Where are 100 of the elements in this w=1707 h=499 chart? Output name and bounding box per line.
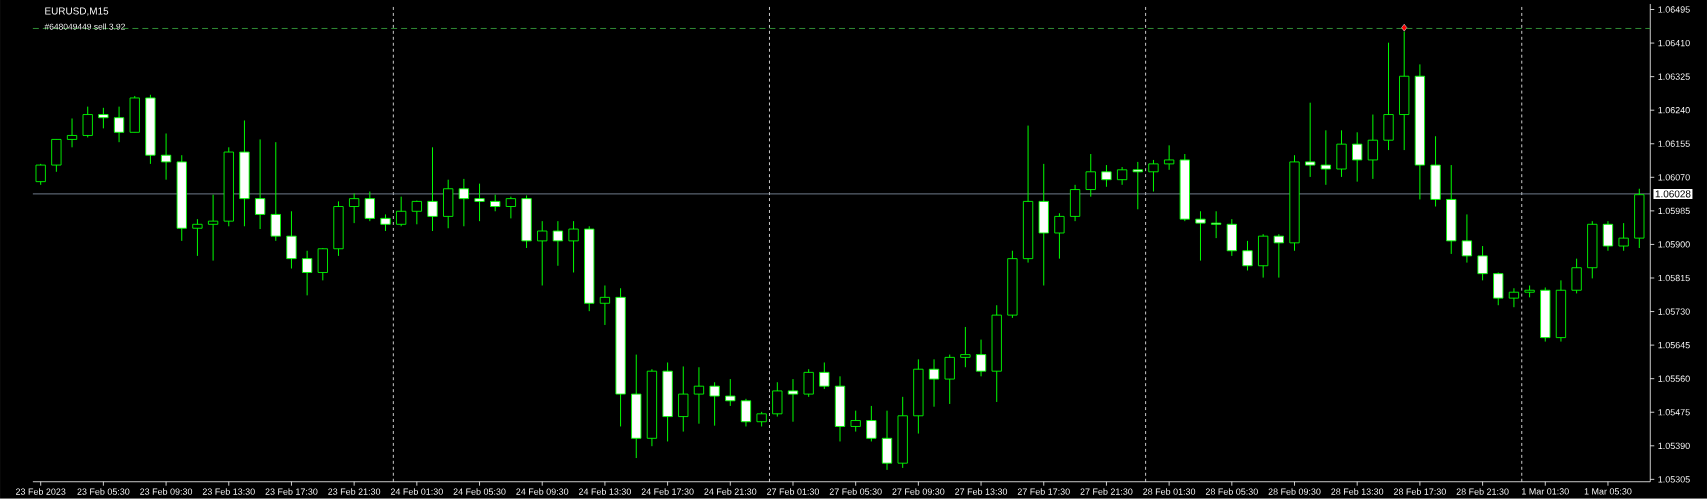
y-tick-label: 1.05900 [1658,241,1690,248]
candlestick [1085,153,1096,198]
candlestick [458,178,470,227]
candlestick [1571,258,1582,295]
x-tick-label: 27 Feb 17:30 [1017,488,1070,495]
candlestick [35,163,46,186]
candlestick [1054,212,1065,260]
candlestick [1101,164,1112,188]
y-tick-label: 1.05645 [1658,342,1690,349]
candlestick [552,220,564,267]
candlestick [98,107,109,130]
candlestick [286,210,297,270]
y-tick-label: 1.06410 [1658,40,1690,47]
candlestick [427,146,438,232]
candlestick [960,326,971,368]
candlestick [803,368,814,398]
candlestick [66,118,78,148]
candlestick [1461,214,1473,264]
candlestick [270,141,281,242]
x-tick-label: 28 Feb 21:30 [1456,488,1509,495]
annotation: #648049449 sell 3.92 [44,23,125,30]
candlestick [1618,222,1629,252]
candlestick [709,381,720,427]
x-tick-label: 1 Mar 05:30 [1584,488,1632,495]
x-tick-label: 27 Feb 21:30 [1080,488,1133,495]
candlestick [1305,102,1316,178]
candlestick [1210,210,1222,239]
candlestick [113,106,125,143]
candlestick [1477,245,1488,282]
chart-title: EURUSD,M15 [45,7,109,16]
x-tick-label: 24 Feb 13:30 [578,488,631,495]
candlestick [1132,161,1143,210]
candlestick [1367,114,1379,180]
candlestick [693,366,705,425]
candlestick [317,247,328,282]
x-tick-label: 24 Feb 05:30 [453,488,506,495]
ref-line-label: 1.06028 [1655,190,1691,198]
x-tick-label: 23 Feb 09:30 [140,488,193,495]
candlestick [160,133,172,181]
candlestick [1148,159,1159,193]
y-tick-label: 1.05985 [1658,207,1690,215]
y-tick-label: 1.05475 [1658,409,1690,416]
candlestick [349,193,360,224]
candlestick [1242,240,1253,272]
candlestick [866,405,877,443]
y-tick-label: 1.05730 [1658,308,1690,315]
candlestick [678,366,689,433]
candlestick [192,218,203,257]
candlestick [1320,130,1332,186]
y-tick-label: 1.06155 [1658,140,1690,148]
candlestick [928,359,940,408]
candlestick [740,398,752,428]
y-tick-label: 1.05560 [1658,375,1690,383]
candlestick [975,339,987,377]
x-tick-label: 23 Feb 2023 [16,488,66,495]
y-tick-label: 1.06495 [1658,6,1690,13]
candlestick [537,220,548,287]
candlestick [1163,145,1175,171]
candlestick [1352,131,1363,183]
x-tick-label: 1 Mar 01:30 [1522,488,1569,495]
candlestick [725,378,736,407]
x-tick-label: 23 Feb 17:30 [265,488,318,495]
candlestick [1273,233,1284,279]
candlestick [568,220,579,274]
x-tick-label: 27 Feb 13:30 [955,488,1008,495]
x-tick-label: 27 Feb 09:30 [892,488,945,495]
y-tick-label: 1.05815 [1658,274,1690,282]
candlestick [944,354,955,405]
candlestick [850,410,861,433]
x-tick-label: 27 Feb 01:30 [767,488,820,495]
candlestick [396,196,407,227]
x-tick-label: 28 Feb 13:30 [1331,488,1384,495]
candlestick [599,285,611,326]
x-tick-label: 24 Feb 01:30 [390,488,443,495]
candlestick [1602,220,1614,252]
x-tick-label: 28 Feb 17:30 [1393,488,1446,495]
y-tick-label: 1.05390 [1658,442,1690,450]
candlestick [772,381,783,418]
candlestick [82,106,93,139]
y-tick-label: 1.06070 [1658,174,1690,181]
candlestick [207,194,219,262]
candlestick [787,378,799,423]
x-tick-label: 24 Feb 21:30 [704,488,757,495]
x-tick-label: 24 Feb 17:30 [641,488,694,495]
x-tick-label: 23 Feb 05:30 [77,488,130,495]
candlestick [364,191,375,222]
x-tick-label: 23 Feb 21:30 [328,488,381,495]
x-tick-label: 27 Feb 05:30 [829,488,882,495]
candlestick [1508,287,1520,308]
candlestick [254,139,266,230]
candlestick [474,183,485,222]
y-tick-label: 1.06325 [1658,73,1690,80]
candlestick [505,196,517,220]
candlestick [301,250,313,297]
x-tick-label: 23 Feb 13:30 [202,488,255,495]
x-tick-label: 28 Feb 05:30 [1205,488,1258,495]
x-tick-label: 28 Feb 09:30 [1268,488,1321,495]
y-tick-label: 1.06240 [1658,107,1690,114]
candlestick [819,362,830,390]
candlestick [1195,210,1206,262]
